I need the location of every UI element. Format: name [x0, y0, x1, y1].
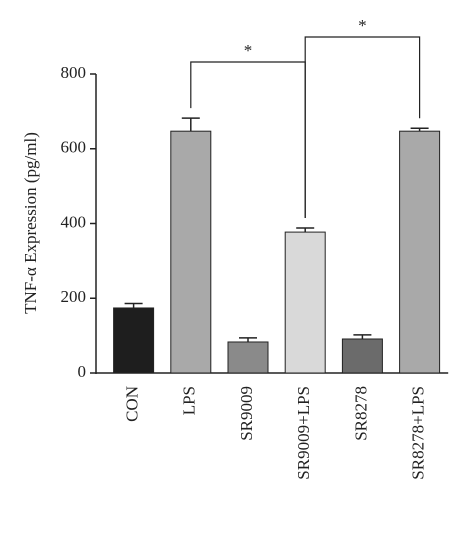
error-bar: [239, 337, 257, 342]
y-tick-label: 200: [61, 287, 87, 306]
significance-bracket: [304, 36, 421, 218]
x-tick-label: SR9009: [237, 386, 256, 441]
y-tick-label: 600: [61, 138, 87, 157]
y-tick-label: 0: [78, 362, 87, 381]
bar: [399, 130, 441, 374]
bar: [113, 307, 155, 374]
bar: [170, 130, 212, 374]
x-tick-label: SR8278+LPS: [409, 386, 428, 480]
x-tick-label: SR8278: [351, 386, 370, 441]
y-tick-label: 400: [61, 212, 87, 231]
significance-label: *: [358, 16, 367, 35]
bar: [341, 338, 383, 374]
error-bar: [124, 302, 143, 308]
x-tick-label: SR9009+LPS: [294, 386, 313, 480]
significance-label: *: [244, 41, 253, 60]
x-tick-label: LPS: [180, 386, 199, 415]
error-bar: [353, 334, 372, 339]
error-bar: [296, 227, 315, 233]
bar: [284, 231, 326, 374]
error-bar: [181, 117, 200, 132]
bar: [227, 341, 269, 374]
y-tick-label: 800: [61, 63, 87, 82]
error-bar: [410, 127, 429, 132]
x-tick-label: CON: [123, 386, 142, 422]
y-axis-label: TNF-α Expression (pg/ml): [21, 132, 40, 314]
